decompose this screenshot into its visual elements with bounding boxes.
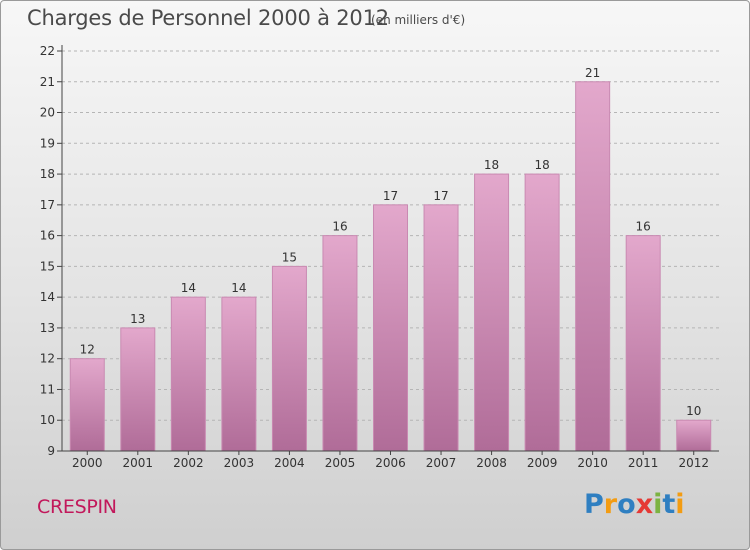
data-label: 17 (383, 189, 398, 203)
data-label: 10 (686, 404, 701, 418)
y-tick-label: 9 (47, 444, 55, 458)
bars (69, 81, 712, 452)
y-tick-label: 15 (40, 259, 55, 273)
y-tick-label: 11 (40, 382, 55, 396)
data-label: 18 (534, 158, 549, 172)
x-tick-label: 2006 (375, 456, 406, 470)
data-label: 17 (433, 189, 448, 203)
bar (271, 265, 307, 452)
data-label: 13 (130, 312, 145, 326)
bar (69, 358, 105, 452)
bar (322, 235, 358, 452)
y-tick-label: 22 (40, 44, 55, 58)
chart-title: Charges de Personnel 2000 à 2012 (27, 6, 389, 30)
commune-name: CRESPIN (37, 496, 117, 518)
y-tick-label: 16 (40, 229, 55, 243)
bar (575, 81, 611, 452)
x-tick-label: 2005 (325, 456, 356, 470)
bar (120, 327, 156, 452)
chart-subtitle: (en milliers d'€) (371, 13, 466, 27)
bar (373, 204, 408, 452)
logo-letter: o (617, 489, 636, 520)
x-tick-label: 2004 (274, 456, 305, 470)
y-tick-label: 14 (40, 290, 55, 304)
bar (423, 204, 459, 452)
x-tick-label: 2009 (527, 456, 558, 470)
data-label: 21 (585, 66, 600, 80)
logo-letter: i (675, 489, 685, 520)
data-label: 18 (484, 158, 499, 172)
y-tick-label: 13 (40, 321, 55, 335)
bar (524, 173, 560, 452)
x-tick-label: 2012 (678, 456, 709, 470)
bar (221, 296, 257, 452)
axes: 9 10 11 12 13 14 15 16 17 18 19 20 21 22 2000 2001 2002 2… (40, 44, 719, 470)
data-label: 14 (181, 281, 196, 295)
y-tick-label: 19 (40, 136, 55, 150)
logo-letter: P (584, 489, 604, 520)
data-label: 16 (332, 220, 347, 234)
proxiti-logo: Proxiti (584, 489, 685, 520)
x-tick-label: 2010 (577, 456, 608, 470)
data-label: 15 (282, 250, 297, 264)
logo-letter: t (662, 489, 676, 520)
bar (170, 296, 206, 452)
bar (474, 173, 510, 452)
x-tick-label: 2007 (426, 456, 457, 470)
y-tick-label: 21 (40, 75, 55, 89)
x-tick-label: 2003 (224, 456, 255, 470)
logo-letter: r (603, 489, 618, 520)
y-tick-label: 20 (40, 106, 55, 120)
logo-letter: x (635, 489, 654, 520)
logo-letter: i (653, 489, 663, 520)
x-tick-label: 2011 (628, 456, 659, 470)
y-tick-label: 10 (40, 413, 55, 427)
bar (676, 419, 712, 452)
x-tick-label: 2001 (123, 456, 154, 470)
value-labels: 12 13 14 14 15 16 17 17 18 18 21 16 10 (80, 66, 702, 418)
bar (625, 235, 661, 452)
y-tick-label: 17 (40, 198, 55, 212)
x-tick-label: 2002 (173, 456, 204, 470)
data-label: 12 (80, 343, 95, 357)
x-tick-label: 2000 (72, 456, 103, 470)
y-tick-label: 12 (40, 352, 55, 366)
data-label: 16 (636, 220, 651, 234)
data-label: 14 (231, 281, 246, 295)
x-tick-label: 2008 (476, 456, 507, 470)
y-tick-label: 18 (40, 167, 55, 181)
